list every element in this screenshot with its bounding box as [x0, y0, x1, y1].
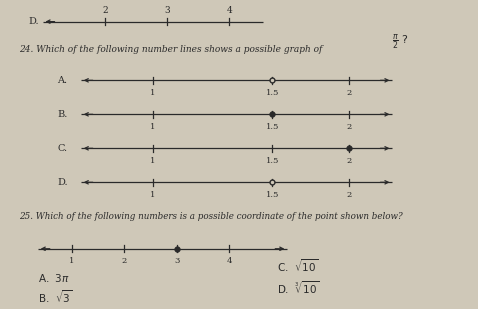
Text: 1: 1: [150, 123, 156, 131]
Text: 4: 4: [227, 6, 232, 15]
Text: 4: 4: [227, 257, 232, 265]
Text: B.  $\sqrt{3}$: B. $\sqrt{3}$: [38, 288, 73, 305]
Text: 1.5: 1.5: [266, 191, 279, 199]
Text: 2: 2: [122, 257, 127, 265]
Text: 2: 2: [347, 191, 351, 199]
Text: C.  $\sqrt{10}$: C. $\sqrt{10}$: [277, 257, 319, 274]
Text: D.: D.: [29, 17, 39, 26]
Text: A.  $3\pi$: A. $3\pi$: [38, 272, 70, 284]
Text: 2: 2: [347, 89, 351, 97]
Text: D.  $\sqrt[3]{10}$: D. $\sqrt[3]{10}$: [277, 279, 319, 296]
Text: 1.5: 1.5: [266, 123, 279, 131]
Text: 24. Which of the following number lines shows a possible graph of: 24. Which of the following number lines …: [19, 45, 323, 54]
Text: 2: 2: [347, 123, 351, 131]
Text: 1: 1: [150, 157, 156, 165]
Text: 3: 3: [164, 6, 170, 15]
Text: C.: C.: [57, 144, 67, 153]
Text: 25. Which of the following numbers is a possible coordinate of the point shown b: 25. Which of the following numbers is a …: [19, 212, 403, 221]
Text: 1: 1: [150, 89, 156, 97]
Text: D.: D.: [57, 178, 68, 187]
Text: $\frac{\pi}{2}$ ?: $\frac{\pi}{2}$ ?: [392, 32, 409, 51]
Text: 1: 1: [69, 257, 75, 265]
Text: B.: B.: [57, 110, 68, 119]
Text: A.: A.: [57, 76, 67, 85]
Text: 1: 1: [150, 191, 156, 199]
Text: 1.5: 1.5: [266, 157, 279, 165]
Text: 2: 2: [102, 6, 108, 15]
Text: 3: 3: [174, 257, 180, 265]
Text: 2: 2: [347, 157, 351, 165]
Text: 1.5: 1.5: [266, 89, 279, 97]
